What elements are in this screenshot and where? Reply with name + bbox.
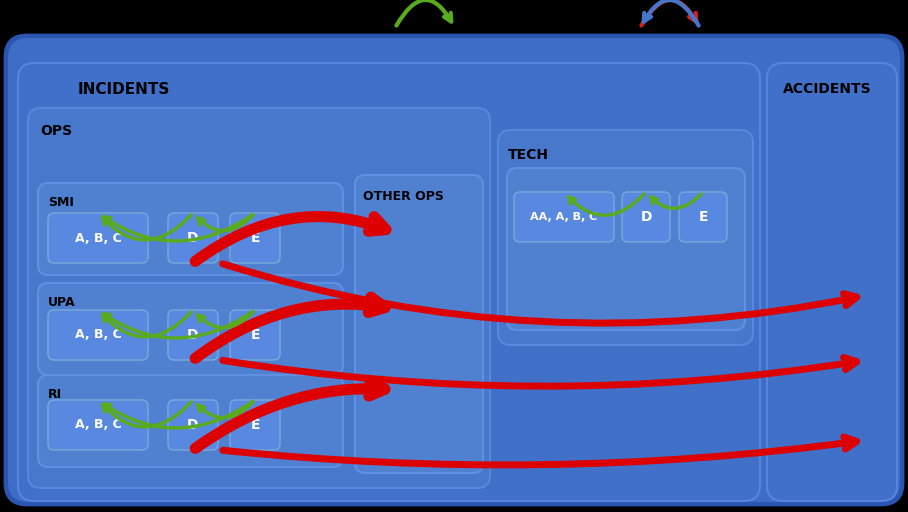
FancyArrowPatch shape: [644, 0, 698, 26]
FancyArrowPatch shape: [104, 215, 252, 241]
FancyArrowPatch shape: [641, 0, 696, 26]
FancyBboxPatch shape: [48, 310, 148, 360]
FancyBboxPatch shape: [168, 400, 218, 450]
FancyArrowPatch shape: [651, 194, 701, 208]
FancyBboxPatch shape: [168, 213, 218, 263]
FancyArrowPatch shape: [103, 312, 191, 337]
FancyBboxPatch shape: [28, 108, 490, 488]
FancyBboxPatch shape: [48, 213, 148, 263]
Text: UPA: UPA: [48, 296, 75, 309]
Text: RI: RI: [48, 388, 62, 401]
FancyBboxPatch shape: [622, 192, 670, 242]
FancyBboxPatch shape: [507, 168, 745, 330]
Text: ACCIDENTS: ACCIDENTS: [783, 82, 872, 96]
FancyArrowPatch shape: [103, 215, 191, 240]
FancyArrowPatch shape: [198, 215, 253, 231]
FancyBboxPatch shape: [18, 63, 760, 501]
FancyArrowPatch shape: [198, 312, 253, 328]
Text: E: E: [251, 328, 260, 342]
FancyBboxPatch shape: [355, 175, 483, 473]
FancyArrowPatch shape: [195, 217, 386, 261]
Text: D: D: [640, 210, 652, 224]
FancyBboxPatch shape: [38, 375, 343, 467]
FancyArrowPatch shape: [195, 297, 385, 358]
Text: OTHER OPS: OTHER OPS: [363, 190, 444, 203]
Text: A, B, C: A, B, C: [74, 418, 122, 432]
FancyBboxPatch shape: [5, 35, 903, 505]
Text: D: D: [187, 328, 199, 342]
FancyArrowPatch shape: [222, 437, 856, 465]
Text: D: D: [187, 418, 199, 432]
Text: A, B, C: A, B, C: [74, 329, 122, 342]
FancyArrowPatch shape: [103, 402, 191, 427]
FancyBboxPatch shape: [514, 192, 614, 242]
FancyArrowPatch shape: [195, 380, 385, 449]
FancyArrowPatch shape: [198, 402, 253, 418]
FancyBboxPatch shape: [168, 310, 218, 360]
Text: E: E: [251, 231, 260, 245]
Text: SMI: SMI: [48, 196, 74, 209]
FancyArrowPatch shape: [397, 0, 451, 26]
FancyArrowPatch shape: [222, 357, 856, 386]
Text: INCIDENTS: INCIDENTS: [78, 82, 171, 97]
Text: TECH: TECH: [508, 148, 549, 162]
FancyBboxPatch shape: [230, 213, 280, 263]
FancyBboxPatch shape: [767, 63, 897, 501]
FancyArrowPatch shape: [104, 312, 252, 338]
FancyBboxPatch shape: [230, 310, 280, 360]
FancyBboxPatch shape: [498, 130, 753, 345]
FancyBboxPatch shape: [230, 400, 280, 450]
FancyBboxPatch shape: [48, 400, 148, 450]
Text: OPS: OPS: [40, 124, 72, 138]
Text: D: D: [187, 231, 199, 245]
Text: E: E: [251, 418, 260, 432]
Text: AA, A, B, C: AA, A, B, C: [530, 212, 597, 222]
FancyBboxPatch shape: [38, 183, 343, 275]
FancyArrowPatch shape: [104, 401, 252, 428]
Text: E: E: [698, 210, 707, 224]
FancyArrowPatch shape: [222, 264, 856, 323]
Text: A, B, C: A, B, C: [74, 231, 122, 245]
FancyArrowPatch shape: [568, 194, 644, 215]
FancyBboxPatch shape: [38, 283, 343, 375]
FancyBboxPatch shape: [679, 192, 727, 242]
FancyBboxPatch shape: [8, 38, 900, 502]
